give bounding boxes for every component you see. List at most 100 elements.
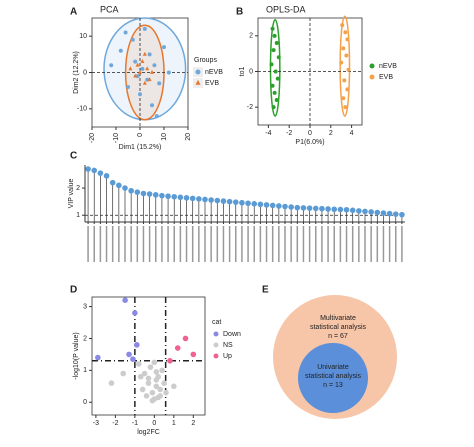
point	[337, 206, 344, 213]
x-tick-label: -1	[132, 420, 138, 427]
point	[226, 198, 233, 205]
point	[151, 359, 158, 366]
point	[140, 66, 145, 71]
venn-inner-label: statistical analysis	[305, 373, 362, 380]
point	[208, 197, 214, 203]
point	[130, 37, 135, 42]
point	[142, 26, 147, 31]
y-tick-label: 0	[249, 68, 253, 75]
x-tick-label: -20	[89, 133, 96, 143]
point	[272, 33, 277, 38]
point	[263, 202, 270, 208]
point	[269, 202, 276, 209]
point	[182, 335, 189, 342]
point	[103, 173, 110, 179]
point	[343, 105, 348, 110]
point	[386, 210, 393, 217]
y-tick-label: 2	[76, 185, 80, 192]
point	[123, 30, 128, 35]
point	[135, 361, 142, 367]
point	[134, 342, 140, 348]
point	[362, 208, 368, 215]
point	[239, 199, 245, 206]
point	[270, 83, 275, 88]
y-tick-label: -2	[247, 104, 253, 111]
point	[345, 37, 350, 42]
point	[325, 206, 331, 212]
point	[154, 114, 159, 119]
point	[274, 40, 279, 45]
y-tick-label: 2	[249, 33, 253, 40]
point	[132, 310, 138, 316]
panel-label: A	[70, 7, 77, 18]
point	[116, 182, 122, 189]
y-tick-label: 0	[83, 69, 87, 76]
point	[163, 389, 169, 396]
point	[341, 96, 346, 101]
point	[183, 195, 190, 201]
venn-inner-label: Univariate	[317, 364, 349, 371]
x-tick-label: -4	[265, 130, 271, 137]
point	[138, 92, 142, 97]
point	[97, 170, 104, 176]
point	[294, 204, 301, 211]
y-tick-label: 3	[83, 303, 87, 310]
point	[166, 70, 171, 75]
y-axis-label: VIP value	[68, 178, 75, 208]
y-tick-label: 2	[83, 335, 87, 342]
x-tick-label: 2	[329, 130, 333, 137]
x-tick-label: 0	[152, 420, 156, 427]
legend-label: EVB	[205, 80, 219, 87]
venn-outer-label: Multivariate	[320, 315, 356, 322]
point	[356, 208, 362, 214]
x-tick-label: 0	[137, 133, 144, 137]
point	[177, 194, 184, 201]
point	[319, 205, 325, 212]
point	[153, 369, 160, 375]
venn-inner	[298, 343, 368, 413]
point	[288, 204, 294, 210]
x-tick-label: -10	[113, 133, 120, 143]
venn-inner-label: n = 13	[323, 382, 343, 389]
point	[161, 380, 167, 386]
point	[331, 206, 338, 213]
point	[128, 66, 133, 71]
point	[312, 205, 319, 212]
point	[276, 203, 282, 209]
y-tick-label: 10	[79, 33, 87, 40]
legend-marker	[213, 353, 219, 359]
legend-title: Groups	[194, 57, 217, 64]
panel-label: B	[236, 7, 243, 18]
confidence-ellipse	[269, 19, 281, 117]
point	[274, 98, 279, 103]
point	[139, 386, 146, 393]
point	[155, 394, 162, 401]
x-tick-label: 4	[350, 130, 354, 137]
point	[147, 77, 152, 82]
point	[85, 166, 91, 172]
point	[137, 373, 144, 380]
point	[152, 192, 159, 198]
point	[276, 55, 281, 60]
point	[146, 191, 153, 197]
point	[145, 380, 152, 386]
legend-marker	[213, 331, 219, 337]
point	[142, 51, 147, 56]
panel-label: D	[70, 285, 77, 296]
point	[159, 192, 165, 199]
point	[126, 351, 132, 358]
point	[346, 67, 351, 72]
venn-outer-label: n = 67	[328, 333, 348, 340]
x-axis-label: Dim1 (15.2%)	[119, 144, 162, 151]
point	[140, 190, 147, 197]
point	[118, 48, 123, 53]
point	[306, 205, 313, 211]
x-tick-label: -2	[112, 420, 118, 427]
point	[109, 63, 114, 68]
point	[150, 103, 154, 108]
point	[342, 78, 347, 83]
legend-marker	[369, 74, 375, 80]
y-tick-label: 1	[83, 367, 87, 374]
point	[149, 389, 156, 396]
point	[345, 87, 350, 92]
